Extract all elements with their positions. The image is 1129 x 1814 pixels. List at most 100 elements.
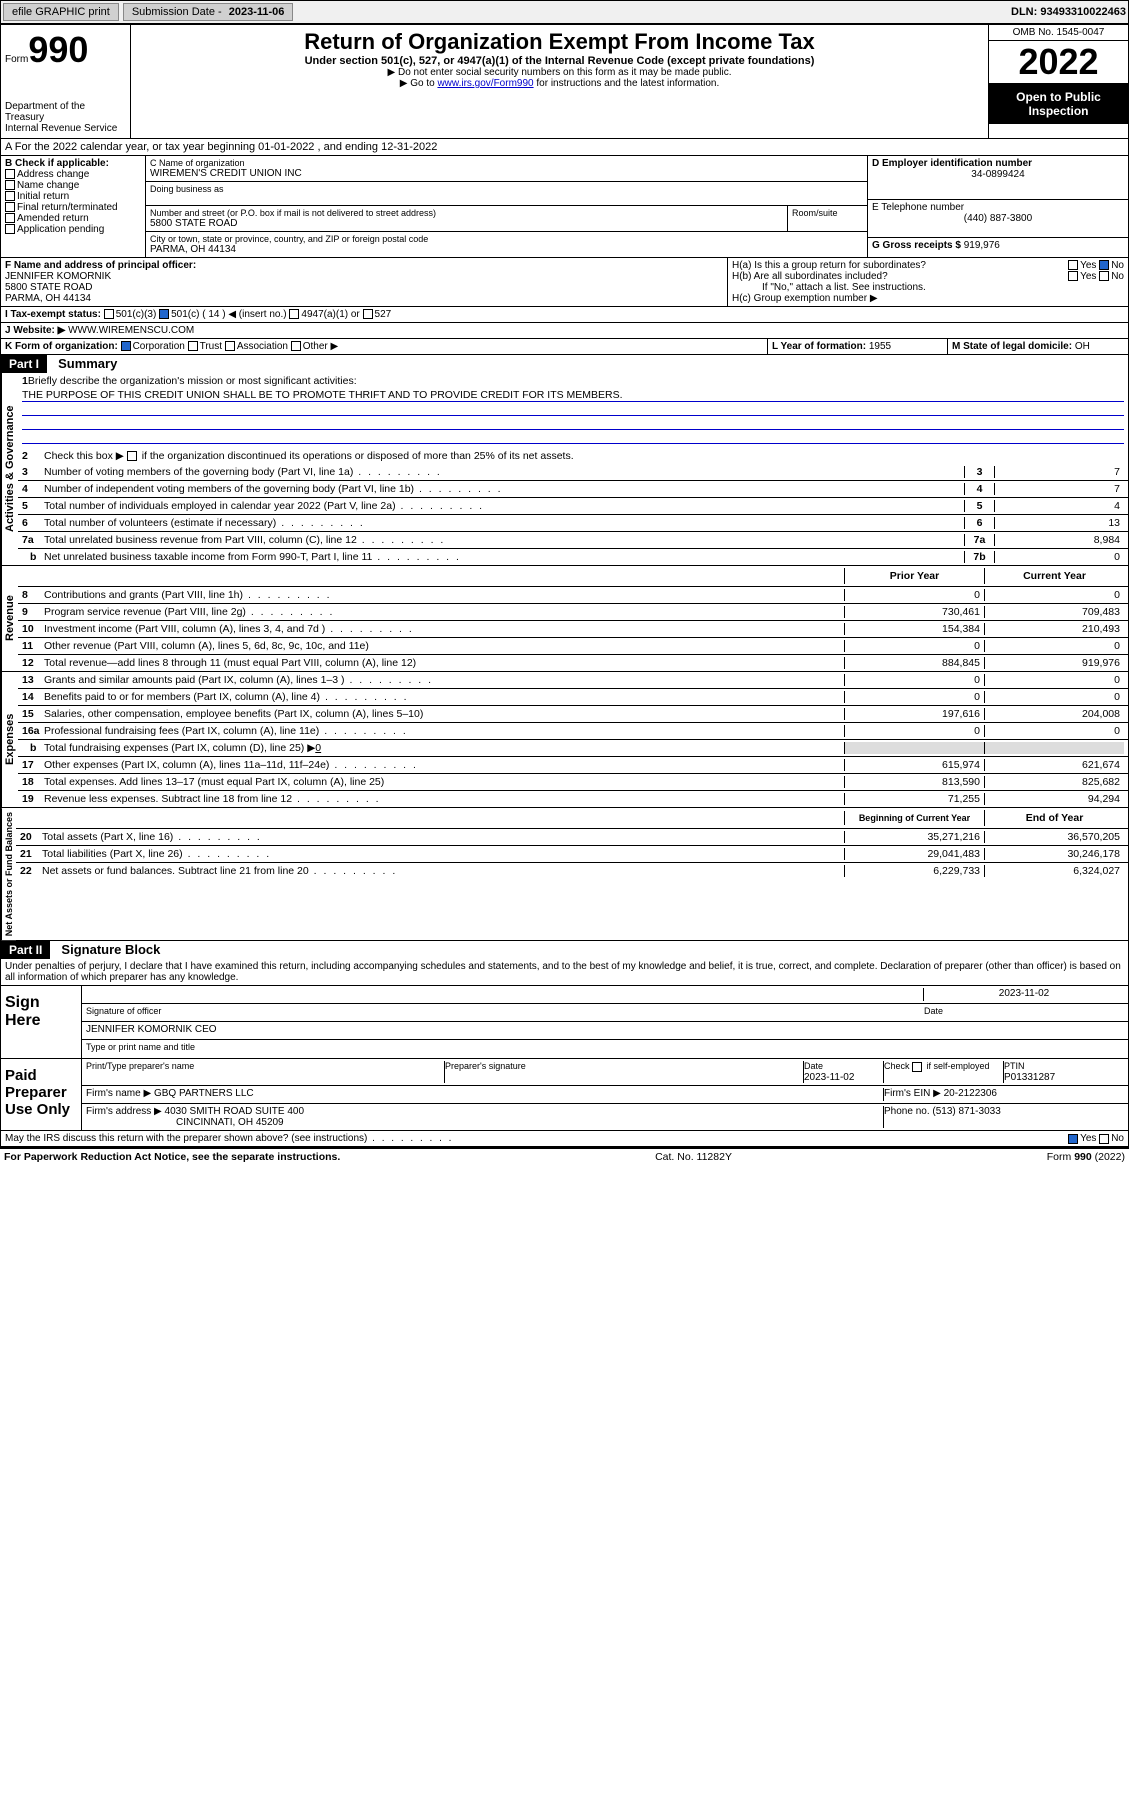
officer-name: JENNIFER KOMORNIK: [5, 271, 723, 282]
ptin-label: PTIN: [1004, 1061, 1025, 1071]
v5: 4: [994, 500, 1124, 512]
section-c: C Name of organization WIREMEN'S CREDIT …: [146, 156, 868, 257]
footer: For Paperwork Reduction Act Notice, see …: [0, 1149, 1129, 1165]
hb-yes[interactable]: [1068, 271, 1078, 281]
part1-title: Summary: [58, 356, 117, 371]
hc-label: H(c) Group exemption number ▶: [732, 293, 1124, 304]
city: PARMA, OH 44134: [150, 244, 863, 255]
discuss-no[interactable]: [1099, 1134, 1109, 1144]
chk-trust[interactable]: [188, 341, 198, 351]
chk-amend[interactable]: [5, 213, 15, 223]
g-label: G Gross receipts $: [872, 240, 964, 251]
ha-yes[interactable]: [1068, 260, 1078, 270]
v7a: 8,984: [994, 534, 1124, 546]
v4: 7: [994, 483, 1124, 495]
q4: Number of independent voting members of …: [44, 483, 964, 495]
end-label: End of Year: [984, 810, 1124, 826]
prep-name-label: Print/Type preparer's name: [86, 1061, 445, 1083]
p13: 0: [844, 674, 984, 686]
discuss-yes-lbl: Yes: [1080, 1133, 1096, 1144]
declaration: Under penalties of perjury, I declare th…: [1, 959, 1128, 986]
chk-addr[interactable]: [5, 169, 15, 179]
q1: Briefly describe the organization's miss…: [28, 375, 357, 387]
section-klm: K Form of organization: Corporation Trus…: [0, 339, 1129, 355]
subdate-btn[interactable]: Submission Date - 2023-11-06: [123, 3, 294, 21]
q3: Number of voting members of the governin…: [44, 466, 964, 478]
section-i: I Tax-exempt status: 501(c)(3) 501(c) ( …: [0, 307, 1129, 323]
ein: 34-0899424: [872, 169, 1124, 180]
q16a: Professional fundraising fees (Part IX, …: [44, 725, 844, 737]
q16b-txt: Total fundraising expenses (Part IX, col…: [44, 742, 315, 754]
v16b: 0: [315, 742, 321, 754]
officer-sig-name: JENNIFER KOMORNIK CEO: [86, 1024, 217, 1037]
p15: 197,616: [844, 708, 984, 720]
hb-no[interactable]: [1099, 271, 1109, 281]
section-bcd: B Check if applicable: Address change Na…: [0, 156, 1129, 258]
i-c1: 501(c)(3): [116, 309, 157, 320]
hb-label: H(b) Are all subordinates included?: [732, 271, 888, 282]
chk-assoc[interactable]: [225, 341, 235, 351]
chk-527[interactable]: [363, 309, 373, 319]
chk-corp[interactable]: [121, 341, 131, 351]
netassets-block: Net Assets or Fund Balances Beginning of…: [0, 808, 1129, 941]
f-label: F Name and address of principal officer:: [5, 260, 723, 271]
c19: 94,294: [984, 793, 1124, 805]
ha-label: H(a) Is this a group return for subordin…: [732, 260, 926, 271]
opt-amend: Amended return: [17, 213, 89, 224]
opt-addr: Address change: [17, 169, 89, 180]
chk-501c3[interactable]: [104, 309, 114, 319]
form990-link[interactable]: www.irs.gov/Form990: [437, 78, 533, 89]
q11: Other revenue (Part VIII, column (A), li…: [44, 640, 844, 652]
chk-501c[interactable]: [159, 309, 169, 319]
p8: 0: [844, 589, 984, 601]
ha-no[interactable]: [1099, 260, 1109, 270]
chk-4947[interactable]: [289, 309, 299, 319]
q17: Other expenses (Part IX, column (A), lin…: [44, 759, 844, 771]
opt-name: Name change: [17, 180, 79, 191]
chk-name[interactable]: [5, 180, 15, 190]
chk-init[interactable]: [5, 191, 15, 201]
sign-here: Sign Here: [1, 986, 81, 1058]
firm-ein-label: Firm's EIN ▶: [884, 1088, 944, 1099]
chk-final[interactable]: [5, 202, 15, 212]
c16a: 0: [984, 725, 1124, 737]
form-title: Return of Organization Exempt From Incom…: [135, 29, 984, 55]
sig-block: Under penalties of perjury, I declare th…: [0, 959, 1129, 1149]
v6: 13: [994, 517, 1124, 529]
chk-app[interactable]: [5, 224, 15, 234]
check-self-a: Check: [884, 1061, 912, 1071]
sig-officer-label: Signature of officer: [86, 1006, 924, 1019]
dept: Department of the Treasury: [5, 101, 126, 123]
p19: 71,255: [844, 793, 984, 805]
d-label: D Employer identification number: [872, 158, 1124, 169]
opt-init: Initial return: [17, 191, 69, 202]
q9: Program service revenue (Part VIII, line…: [44, 606, 844, 618]
part2-header: Part II Signature Block: [0, 941, 1129, 959]
chk-discontinued[interactable]: [127, 451, 137, 461]
q20: Total assets (Part X, line 16): [42, 831, 844, 843]
pra: For Paperwork Reduction Act Notice, see …: [4, 1151, 340, 1163]
discuss-yes[interactable]: [1068, 1134, 1078, 1144]
revenue-block: Revenue Prior YearCurrent Year 8Contribu…: [0, 566, 1129, 672]
p12: 884,845: [844, 657, 984, 669]
p11: 0: [844, 640, 984, 652]
p22: 6,229,733: [844, 865, 984, 877]
paid-preparer: Paid Preparer Use Only: [1, 1059, 81, 1130]
irs: Internal Revenue Service: [5, 123, 126, 134]
c14: 0: [984, 691, 1124, 703]
prep-date: 2023-11-02: [804, 1072, 854, 1083]
efile-btn[interactable]: efile GRAPHIC print: [3, 3, 119, 21]
c13: 0: [984, 674, 1124, 686]
prep-date-label: Date: [804, 1061, 823, 1071]
part1-num: Part I: [1, 355, 47, 373]
domicile: OH: [1075, 341, 1090, 352]
k-o4: Other ▶: [303, 341, 338, 352]
part1-header: Part I Summary: [0, 355, 1129, 373]
l-label: L Year of formation:: [772, 341, 869, 352]
chk-other[interactable]: [291, 341, 301, 351]
hb-no-lbl: No: [1111, 271, 1124, 282]
chk-self[interactable]: [912, 1062, 922, 1072]
q19: Revenue less expenses. Subtract line 18 …: [44, 793, 844, 805]
website: WWW.WIREMENSCU.COM: [68, 325, 194, 336]
opt-app: Application pending: [17, 224, 104, 235]
